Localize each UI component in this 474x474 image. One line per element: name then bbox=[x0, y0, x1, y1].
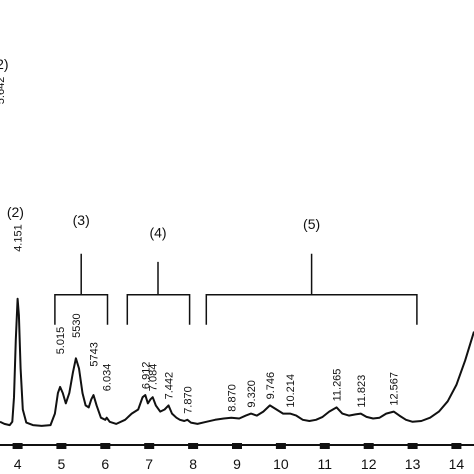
x-tick-mark bbox=[188, 443, 199, 449]
peak-retention-label: 11.823 bbox=[356, 375, 368, 408]
x-tick-mark bbox=[56, 443, 67, 449]
peak-retention-label: 5743 bbox=[89, 342, 101, 366]
trace-line bbox=[0, 297, 474, 427]
peak-retention-label: 7.870 bbox=[182, 386, 194, 414]
x-tick-label: 8 bbox=[189, 456, 197, 472]
x-tick-label: 11 bbox=[318, 456, 333, 472]
x-tick-label: 6 bbox=[101, 456, 109, 472]
peak-group-label: (2) bbox=[0, 56, 9, 72]
peak-retention-label: 5530 bbox=[71, 313, 83, 337]
peak-group-bracket bbox=[205, 253, 418, 325]
chart-labels: (2)(2)(3)(4)(5)5.6424.1515.015553057436.… bbox=[0, 56, 401, 414]
x-tick-mark bbox=[451, 443, 462, 449]
x-tick-mark bbox=[275, 443, 286, 449]
x-tick-label: 13 bbox=[405, 456, 421, 472]
x-tick-mark bbox=[100, 443, 111, 449]
x-tick-label: 9 bbox=[233, 456, 241, 472]
peak-group-label: (4) bbox=[149, 224, 166, 240]
peak-retention-label: 12.567 bbox=[389, 372, 401, 406]
peak-retention-label: 8.870 bbox=[226, 384, 238, 412]
peak-retention-label: 9.320 bbox=[246, 380, 258, 408]
x-axis: 4 5 6 7 8 9 10 11 12 13 14 bbox=[0, 443, 474, 472]
x-tick-label: 10 bbox=[273, 456, 289, 472]
peak-group-label: (3) bbox=[73, 212, 90, 228]
x-tick-mark bbox=[12, 443, 23, 449]
peak-retention-label: 7.442 bbox=[164, 372, 176, 400]
chromatogram-trace bbox=[0, 297, 474, 427]
peak-retention-label: 6.034 bbox=[102, 364, 114, 392]
x-tick-label: 7 bbox=[145, 456, 153, 472]
peak-retention-label: 5.015 bbox=[55, 327, 67, 355]
peak-group-bracket bbox=[126, 261, 191, 325]
peak-retention-label: 5.642 bbox=[0, 77, 7, 105]
x-tick-mark bbox=[232, 443, 242, 449]
peak-group-bracket bbox=[54, 253, 109, 325]
x-tick-mark bbox=[363, 443, 374, 449]
peak-retention-label: 6.912 bbox=[140, 362, 152, 390]
x-tick-mark bbox=[407, 443, 418, 449]
x-tick-label: 4 bbox=[14, 456, 22, 472]
x-tick-label: 12 bbox=[361, 456, 377, 472]
peak-group-label: (5) bbox=[303, 216, 320, 232]
peak-retention-label: 10.214 bbox=[285, 374, 297, 408]
peak-group-brackets bbox=[54, 253, 418, 325]
peak-retention-label: 9.746 bbox=[265, 372, 277, 400]
x-tick-label: 14 bbox=[449, 456, 465, 472]
peak-retention-label: 7.084 bbox=[148, 364, 160, 392]
x-tick-mark bbox=[144, 443, 155, 449]
peak-retention-label: 11.265 bbox=[332, 369, 344, 402]
peak-group-label: (2) bbox=[7, 204, 24, 220]
peak-retention-label: 4.151 bbox=[13, 224, 25, 252]
x-tick-label: 5 bbox=[58, 456, 66, 472]
x-tick-mark bbox=[319, 443, 330, 449]
